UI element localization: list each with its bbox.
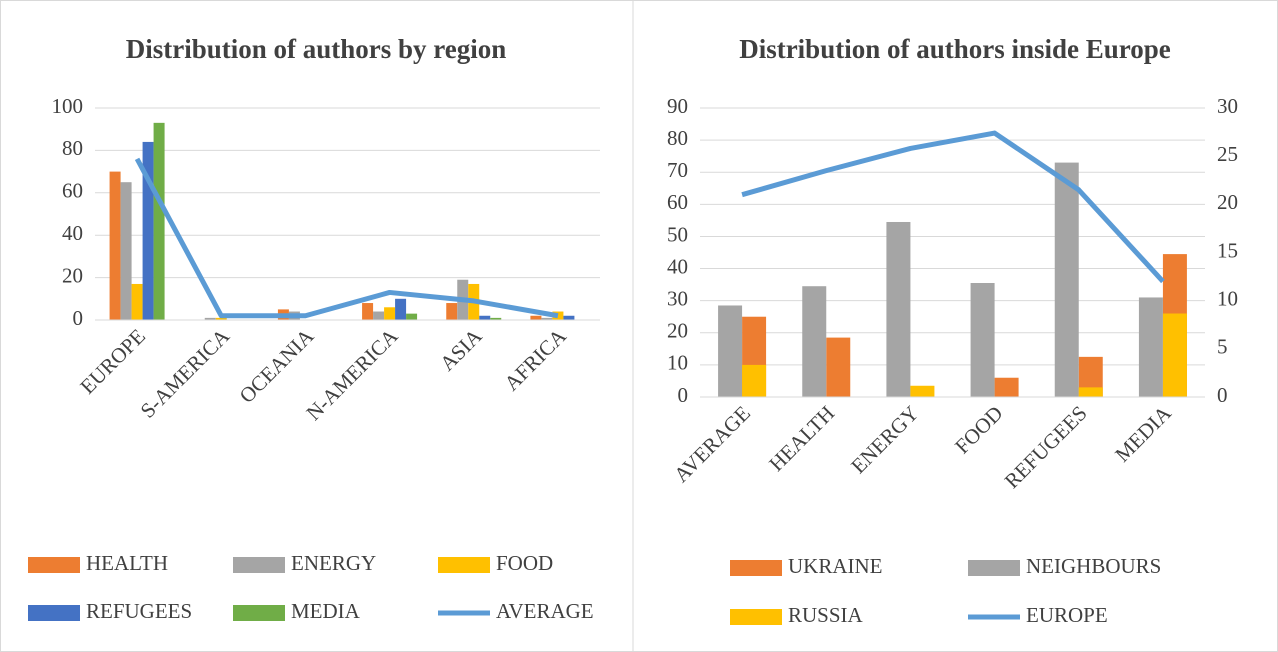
legend-label: MEDIA [291,599,361,623]
legend-swatch [730,609,782,625]
bar [994,377,1019,397]
bar [384,307,396,320]
bar [395,298,407,320]
bar [1054,162,1079,397]
legend-label: FOOD [496,551,553,575]
bar [1162,313,1187,397]
legend-swatch [233,557,285,573]
legend-label: REFUGEES [86,599,192,623]
bar [910,385,935,397]
y-tick-label: 50 [667,222,688,246]
legend-label: NEIGHBOURS [1026,554,1161,578]
y-tick-label: 40 [667,254,688,278]
bar [142,141,154,320]
legend-label: UKRAINE [788,554,883,578]
y2-tick-label: 30 [1217,94,1238,118]
bar [120,182,132,320]
legend-label: RUSSIA [788,603,864,627]
bar [826,337,851,397]
y-tick-label: 10 [667,351,688,375]
bar [886,221,911,397]
bar [479,315,491,320]
y-tick-label: 40 [62,221,83,245]
line [741,130,1165,284]
bar [563,315,575,320]
y2-tick-label: 20 [1217,190,1238,214]
legend-label: ENERGY [291,551,376,575]
y2-tick-label: 25 [1217,142,1238,166]
chart-title: Distribution of authors by region [126,34,507,64]
bar [970,283,995,397]
legend-label: HEALTH [86,551,168,575]
legend-swatch [28,605,80,621]
bar [1078,387,1103,397]
bar [362,303,374,320]
legend-label: EUROPE [1026,603,1108,627]
bar [802,286,827,397]
bar [490,317,502,320]
y2-tick-label: 10 [1217,286,1238,310]
y2-tick-label: 0 [1217,383,1228,407]
bar [1138,297,1163,397]
y-tick-label: 80 [667,126,688,150]
legend-swatch [730,560,782,576]
y-tick-label: 80 [62,136,83,160]
bar [406,313,418,320]
bar [718,305,743,397]
y-tick-label: 0 [73,306,84,330]
bar [131,283,143,320]
bar [541,317,553,320]
y-tick-label: 90 [667,94,688,118]
y-tick-label: 60 [62,179,83,203]
bar [153,122,165,320]
y-tick-label: 20 [62,263,83,287]
bar [373,311,385,320]
bar [109,171,121,320]
y-tick-label: 60 [667,190,688,214]
bar [530,315,542,320]
bar [446,303,458,320]
legend-swatch [968,560,1020,576]
legend-swatch [438,557,490,573]
chart-title: Distribution of authors inside Europe [739,34,1171,64]
y2-tick-label: 15 [1217,238,1238,262]
legend-label: AVERAGE [496,599,594,623]
bar [215,317,227,320]
bar [742,364,767,397]
y-tick-label: 20 [667,319,688,343]
bar [204,317,216,320]
y-tick-label: 30 [667,286,688,310]
legend-swatch [233,605,285,621]
y-tick-label: 100 [52,94,84,118]
y-tick-label: 70 [667,158,688,182]
line [134,157,559,319]
y2-tick-label: 5 [1217,335,1228,359]
y-tick-label: 0 [678,383,689,407]
legend-swatch [28,557,80,573]
